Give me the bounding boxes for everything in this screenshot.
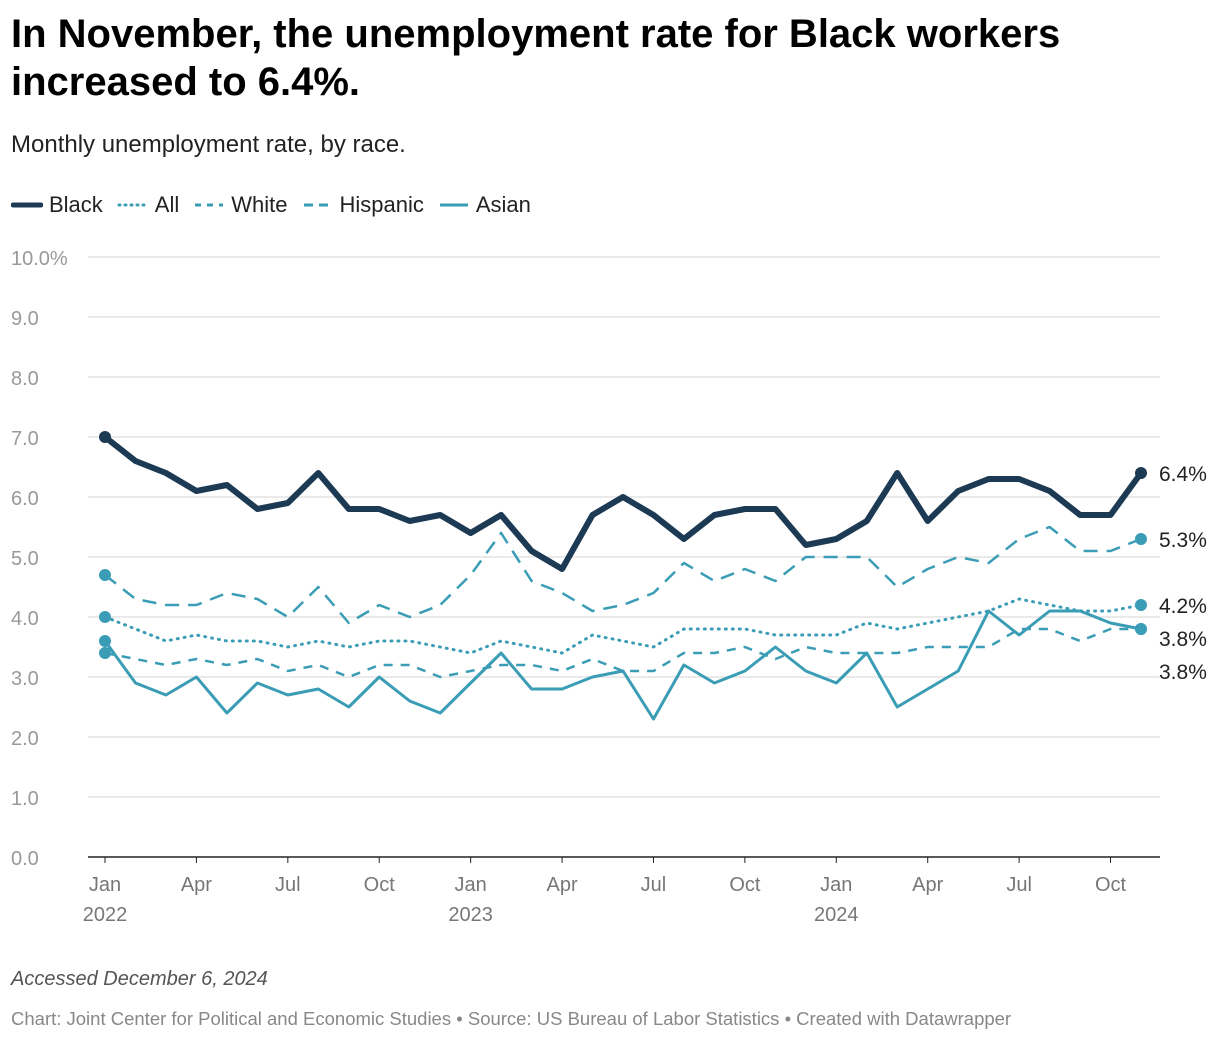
y-tick-label: 2.0 [11, 728, 39, 750]
end-dot-asian [1135, 623, 1147, 635]
start-dot-black [99, 431, 111, 443]
x-tick-year-label: 2024 [814, 904, 859, 926]
series-line-asian [103, 609, 1143, 721]
x-tick-label: Oct [1095, 874, 1127, 896]
legend-item-white: White [193, 192, 288, 218]
end-dot-all [1135, 599, 1147, 611]
y-tick-label: 8.0 [11, 368, 39, 390]
legend-label-black: Black [49, 192, 103, 217]
y-tick-label: 1.0 [11, 788, 39, 810]
end-label-all: 4.2% [1159, 595, 1207, 618]
legend-label-white: White [231, 192, 288, 217]
series-line-all [103, 597, 1143, 655]
x-tick-label: Jan [820, 874, 852, 896]
y-tick-label: 5.0 [11, 548, 39, 570]
x-tick-label: Apr [912, 874, 943, 896]
end-dot-hispanic [1135, 533, 1147, 545]
start-dot-all [99, 611, 111, 623]
end-label-asian: 3.8% [1159, 661, 1207, 684]
legend: Black All White Hispanic Asian [11, 190, 545, 220]
x-tick-year-label: 2023 [448, 904, 493, 926]
chart-title: In November, the unemployment rate for B… [11, 12, 1061, 104]
chart-subtitle: Monthly unemployment rate, by race. [11, 131, 406, 158]
x-tick-label: Apr [181, 874, 212, 896]
x-tick-label: Jul [641, 874, 667, 896]
x-tick-label: Jan [89, 874, 121, 896]
start-dot-asian [99, 635, 111, 647]
x-tick-label: Oct [364, 874, 396, 896]
y-tick-label: 6.0 [11, 488, 39, 510]
x-tick-label: Jul [275, 874, 301, 896]
legend-swatch-asian [439, 203, 468, 207]
legend-item-black: Black [11, 192, 103, 218]
series-line-hispanic [104, 525, 1142, 625]
x-tick-year-label: 2022 [83, 904, 128, 926]
legend-item-hispanic: Hispanic [302, 192, 424, 218]
start-dot-hispanic [99, 569, 111, 581]
y-tick-label: 10.0% [11, 248, 68, 270]
y-tick-label: 3.0 [11, 668, 39, 690]
x-tick-label: Jul [1006, 874, 1032, 896]
end-dot-black [1135, 467, 1147, 479]
legend-swatch-all [117, 203, 149, 207]
legend-label-hispanic: Hispanic [339, 192, 424, 217]
legend-label-all: All [154, 192, 180, 217]
end-label-white: 3.8% [1159, 628, 1207, 651]
notes: Accessed December 6, 2024 [11, 968, 268, 990]
x-tick-label: Jan [455, 874, 487, 896]
legend-item-asian: Asian [438, 192, 531, 218]
legend-swatch-black [11, 202, 43, 208]
end-label-hispanic: 5.3% [1159, 529, 1207, 552]
legend-swatch-hispanic [303, 203, 332, 207]
series-line-black [102, 434, 1144, 572]
legend-item-all: All [117, 192, 179, 218]
y-tick-label: 9.0 [11, 308, 39, 330]
y-tick-label: 0.0 [11, 848, 39, 870]
start-dot-white [99, 647, 111, 659]
legend-label-asian: Asian [475, 192, 531, 217]
y-tick-label: 7.0 [11, 428, 39, 450]
legend-swatch-white [195, 203, 224, 207]
x-tick-label: Apr [546, 874, 577, 896]
x-tick-label: Oct [729, 874, 761, 896]
end-label-black: 6.4% [1159, 463, 1207, 486]
credit-line: Chart: Joint Center for Political and Ec… [11, 1008, 1012, 1029]
line-chart: 10.0% 9.0 8.0 7.0 6.0 5.0 4.0 3.0 2.0 1.0 0.0 Jan 20… [11, 248, 1207, 926]
series-line-white [104, 627, 1141, 679]
y-tick-label: 4.0 [11, 608, 39, 630]
